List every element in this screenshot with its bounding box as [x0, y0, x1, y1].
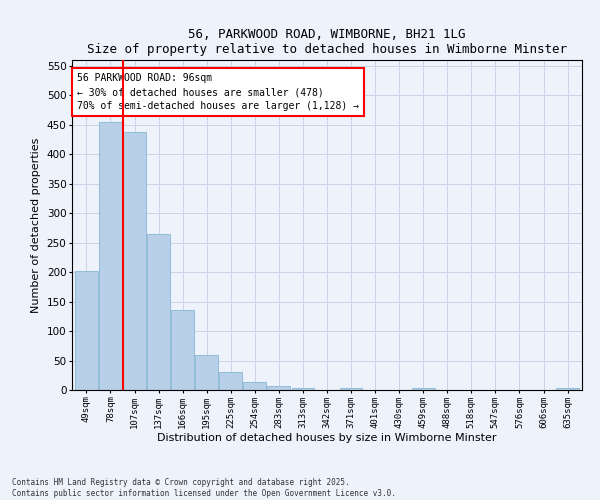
Bar: [292, 388, 314, 390]
Y-axis label: Number of detached properties: Number of detached properties: [31, 138, 41, 312]
Bar: [147, 234, 170, 390]
Bar: [220, 372, 242, 390]
Bar: [412, 388, 434, 390]
Title: 56, PARKWOOD ROAD, WIMBORNE, BH21 1LG
Size of property relative to detached hous: 56, PARKWOOD ROAD, WIMBORNE, BH21 1LG Si…: [87, 28, 567, 56]
X-axis label: Distribution of detached houses by size in Wimborne Minster: Distribution of detached houses by size …: [157, 434, 497, 444]
Bar: [268, 386, 290, 390]
Bar: [123, 132, 146, 390]
Bar: [244, 382, 266, 390]
Bar: [340, 388, 362, 390]
Bar: [171, 310, 194, 390]
Bar: [556, 388, 579, 390]
Text: Contains HM Land Registry data © Crown copyright and database right 2025.
Contai: Contains HM Land Registry data © Crown c…: [12, 478, 396, 498]
Bar: [99, 122, 122, 390]
Text: 56 PARKWOOD ROAD: 96sqm
← 30% of detached houses are smaller (478)
70% of semi-d: 56 PARKWOOD ROAD: 96sqm ← 30% of detache…: [77, 73, 359, 111]
Bar: [75, 271, 98, 390]
Bar: [195, 354, 218, 390]
